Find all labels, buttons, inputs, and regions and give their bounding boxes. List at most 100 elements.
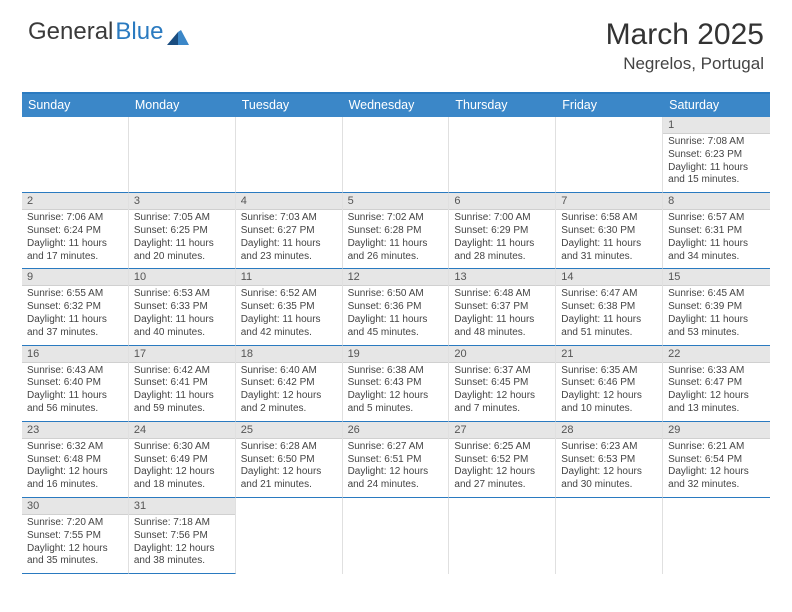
sunrise-line: Sunrise: 6:53 AM [134,288,231,301]
day-number: 2 [22,193,128,210]
day-info: Sunrise: 6:48 AMSunset: 6:37 PMDaylight:… [454,288,551,339]
day-number: 14 [556,269,662,286]
sunset-line: Sunset: 6:32 PM [27,301,124,314]
sunset-line: Sunset: 6:48 PM [27,454,124,467]
daylight-line: Daylight: 11 hours and 28 minutes. [454,238,551,264]
sunset-line: Sunset: 7:56 PM [134,530,231,543]
day-info: Sunrise: 6:52 AMSunset: 6:35 PMDaylight:… [241,288,338,339]
day-number: 28 [556,422,662,439]
sunrise-line: Sunrise: 6:28 AM [241,441,338,454]
sunset-line: Sunset: 7:55 PM [27,530,124,543]
daylight-line: Daylight: 12 hours and 38 minutes. [134,543,231,569]
sunrise-line: Sunrise: 7:05 AM [134,212,231,225]
calendar-cell: 23Sunrise: 6:32 AMSunset: 6:48 PMDayligh… [22,422,129,498]
calendar-cell: 12Sunrise: 6:50 AMSunset: 6:36 PMDayligh… [343,269,450,345]
calendar-cell: 22Sunrise: 6:33 AMSunset: 6:47 PMDayligh… [663,346,770,422]
flag-icon [167,24,189,40]
calendar-cell [22,117,129,193]
calendar-cell: 31Sunrise: 7:18 AMSunset: 7:56 PMDayligh… [129,498,236,574]
sunrise-line: Sunrise: 7:08 AM [668,136,766,149]
sunrise-line: Sunrise: 6:40 AM [241,365,338,378]
sunset-line: Sunset: 6:50 PM [241,454,338,467]
day-number: 29 [663,422,770,439]
daylight-line: Daylight: 12 hours and 21 minutes. [241,466,338,492]
day-info: Sunrise: 7:20 AMSunset: 7:55 PMDaylight:… [27,517,124,568]
sunset-line: Sunset: 6:30 PM [561,225,658,238]
day-info: Sunrise: 6:55 AMSunset: 6:32 PMDaylight:… [27,288,124,339]
sunset-line: Sunset: 6:29 PM [454,225,551,238]
weekday-header: Tuesday [236,94,343,117]
daylight-line: Daylight: 11 hours and 56 minutes. [27,390,124,416]
calendar-cell: 29 Sunrise: 6:21 AMSunset: 6:54 PMDayligh… [663,422,770,498]
calendar-cell: 4Sunrise: 7:03 AMSunset: 6:27 PMDaylight… [236,193,343,269]
daylight-line: Daylight: 12 hours and 5 minutes. [348,390,445,416]
logo-text-blue: Blue [115,18,163,46]
day-info: Sunrise: 6:25 AMSunset: 6:52 PMDaylight:… [454,441,551,492]
day-number: 3 [129,193,235,210]
calendar-cell [236,498,343,574]
day-number: 24 [129,422,235,439]
title-block: March 2025 Negrelos, Portugal [606,18,764,74]
calendar-cell: 26Sunrise: 6:27 AMSunset: 6:51 PMDayligh… [343,422,450,498]
day-info: Sunrise: 6:30 AMSunset: 6:49 PMDaylight:… [134,441,231,492]
calendar-cell: 5Sunrise: 7:02 AMSunset: 6:28 PMDaylight… [343,193,450,269]
day-info: Sunrise: 6:28 AMSunset: 6:50 PMDaylight:… [241,441,338,492]
day-info: Sunrise: 6:45 AMSunset: 6:39 PMDaylight:… [668,288,766,339]
daylight-line: Daylight: 11 hours and 40 minutes. [134,314,231,340]
calendar-cell: 9Sunrise: 6:55 AMSunset: 6:32 PMDaylight… [22,269,129,345]
daylight-line: Daylight: 11 hours and 15 minutes. [668,162,766,188]
day-number: 25 [236,422,342,439]
day-info: Sunrise: 6:33 AMSunset: 6:47 PMDaylight:… [668,365,766,416]
sunrise-line: Sunrise: 6:35 AM [561,365,658,378]
day-number: 7 [556,193,662,210]
daylight-line: Daylight: 11 hours and 51 minutes. [561,314,658,340]
day-number: 8 [663,193,770,210]
sunset-line: Sunset: 6:41 PM [134,377,231,390]
day-number: 21 [556,346,662,363]
daylight-line: Daylight: 12 hours and 30 minutes. [561,466,658,492]
logo-text-general: General [28,18,113,46]
day-info: Sunrise: 6:50 AMSunset: 6:36 PMDaylight:… [348,288,445,339]
daylight-line: Daylight: 12 hours and 18 minutes. [134,466,231,492]
sunrise-line: Sunrise: 7:06 AM [27,212,124,225]
month-title: March 2025 [606,18,764,52]
sunrise-line: Sunrise: 6:30 AM [134,441,231,454]
calendar-cell: 21Sunrise: 6:35 AMSunset: 6:46 PMDayligh… [556,346,663,422]
sunrise-line: Sunrise: 6:33 AM [668,365,766,378]
calendar-cell: 10Sunrise: 6:53 AMSunset: 6:33 PMDayligh… [129,269,236,345]
sunset-line: Sunset: 6:24 PM [27,225,124,238]
day-info: Sunrise: 7:02 AMSunset: 6:28 PMDaylight:… [348,212,445,263]
day-info: Sunrise: 6:21 AMSunset: 6:54 PMDaylight:… [668,441,766,492]
sunset-line: Sunset: 6:53 PM [561,454,658,467]
calendar-cell: 15 Sunrise: 6:45 AMSunset: 6:39 PMDayligh… [663,269,770,345]
calendar-cell [343,117,450,193]
sunset-line: Sunset: 6:31 PM [668,225,766,238]
day-number: 6 [449,193,555,210]
calendar-cell [129,117,236,193]
calendar-cell: 30 Sunrise: 7:20 AMSunset: 7:55 PMDayligh… [22,498,129,574]
daylight-line: Daylight: 12 hours and 13 minutes. [668,390,766,416]
sunrise-line: Sunrise: 7:18 AM [134,517,231,530]
sunset-line: Sunset: 6:54 PM [668,454,766,467]
calendar-cell: 16Sunrise: 6:43 AMSunset: 6:40 PMDayligh… [22,346,129,422]
day-number: 17 [129,346,235,363]
sunset-line: Sunset: 6:45 PM [454,377,551,390]
calendar-cell [343,498,450,574]
sunset-line: Sunset: 6:49 PM [134,454,231,467]
sunset-line: Sunset: 6:35 PM [241,301,338,314]
day-info: Sunrise: 6:23 AMSunset: 6:53 PMDaylight:… [561,441,658,492]
calendar-cell [556,498,663,574]
sunset-line: Sunset: 6:42 PM [241,377,338,390]
day-number: 11 [236,269,342,286]
day-number: 30 [22,498,128,515]
day-info: Sunrise: 6:43 AMSunset: 6:40 PMDaylight:… [27,365,124,416]
day-number: 15 [663,269,770,286]
sunrise-line: Sunrise: 6:47 AM [561,288,658,301]
day-info: Sunrise: 7:18 AMSunset: 7:56 PMDaylight:… [134,517,231,568]
calendar-cell: 18Sunrise: 6:40 AMSunset: 6:42 PMDayligh… [236,346,343,422]
weekday-header: Friday [556,94,663,117]
sunrise-line: Sunrise: 7:02 AM [348,212,445,225]
day-info: Sunrise: 6:38 AMSunset: 6:43 PMDaylight:… [348,365,445,416]
calendar-cell [663,498,770,574]
daylight-line: Daylight: 11 hours and 34 minutes. [668,238,766,264]
